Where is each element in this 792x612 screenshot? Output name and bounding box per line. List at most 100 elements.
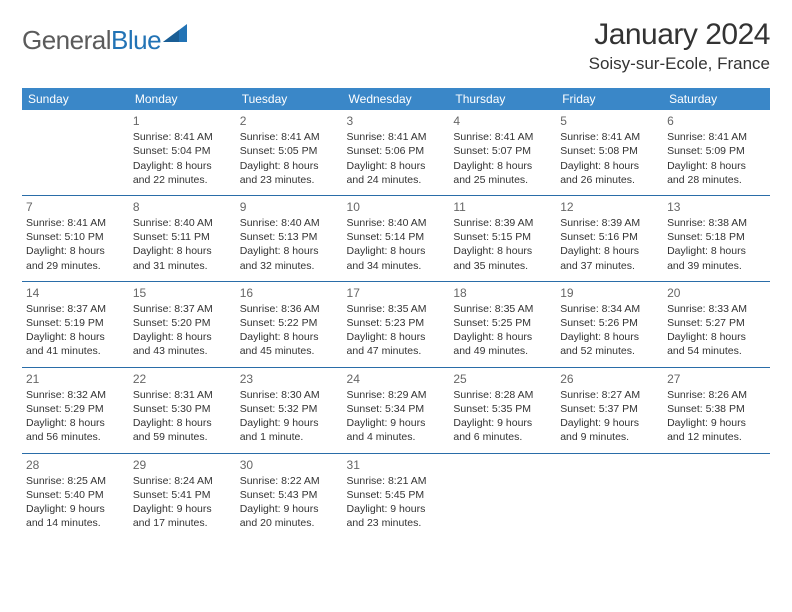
daylight-text: Daylight: 8 hours: [560, 244, 659, 258]
daylight-text: Daylight: 9 hours: [347, 416, 446, 430]
weekday-header: Thursday: [449, 88, 556, 110]
calendar-day-cell: 15Sunrise: 8:37 AMSunset: 5:20 PMDayligh…: [129, 281, 236, 367]
logo: GeneralBlue: [22, 24, 187, 57]
daylight-text: and 20 minutes.: [240, 516, 339, 530]
calendar-day-cell: 24Sunrise: 8:29 AMSunset: 5:34 PMDayligh…: [343, 367, 450, 453]
sunrise-text: Sunrise: 8:35 AM: [347, 302, 446, 316]
daylight-text: and 37 minutes.: [560, 259, 659, 273]
sunset-text: Sunset: 5:22 PM: [240, 316, 339, 330]
sunset-text: Sunset: 5:10 PM: [26, 230, 125, 244]
calendar-day-cell: 10Sunrise: 8:40 AMSunset: 5:14 PMDayligh…: [343, 195, 450, 281]
daylight-text: Daylight: 9 hours: [453, 416, 552, 430]
calendar-day-cell: 31Sunrise: 8:21 AMSunset: 5:45 PMDayligh…: [343, 453, 450, 538]
daylight-text: and 34 minutes.: [347, 259, 446, 273]
day-number: 29: [133, 457, 232, 473]
sunrise-text: Sunrise: 8:25 AM: [26, 474, 125, 488]
sunrise-text: Sunrise: 8:40 AM: [240, 216, 339, 230]
calendar-day-cell: 22Sunrise: 8:31 AMSunset: 5:30 PMDayligh…: [129, 367, 236, 453]
calendar-header-row: SundayMondayTuesdayWednesdayThursdayFrid…: [22, 88, 770, 110]
daylight-text: and 54 minutes.: [667, 344, 766, 358]
day-number: 12: [560, 199, 659, 215]
daylight-text: and 23 minutes.: [347, 516, 446, 530]
sunset-text: Sunset: 5:26 PM: [560, 316, 659, 330]
sunrise-text: Sunrise: 8:41 AM: [453, 130, 552, 144]
daylight-text: and 31 minutes.: [133, 259, 232, 273]
sunset-text: Sunset: 5:16 PM: [560, 230, 659, 244]
day-number: 5: [560, 113, 659, 129]
sunrise-text: Sunrise: 8:32 AM: [26, 388, 125, 402]
day-number: 25: [453, 371, 552, 387]
sunset-text: Sunset: 5:41 PM: [133, 488, 232, 502]
logo-text-blue: Blue: [111, 25, 161, 55]
daylight-text: Daylight: 8 hours: [453, 330, 552, 344]
calendar-week-row: 28Sunrise: 8:25 AMSunset: 5:40 PMDayligh…: [22, 453, 770, 538]
daylight-text: and 47 minutes.: [347, 344, 446, 358]
daylight-text: and 6 minutes.: [453, 430, 552, 444]
day-number: 15: [133, 285, 232, 301]
daylight-text: Daylight: 8 hours: [347, 159, 446, 173]
weekday-header: Tuesday: [236, 88, 343, 110]
daylight-text: Daylight: 8 hours: [453, 159, 552, 173]
day-number: 11: [453, 199, 552, 215]
calendar-week-row: 1Sunrise: 8:41 AMSunset: 5:04 PMDaylight…: [22, 110, 770, 195]
calendar-day-cell: 11Sunrise: 8:39 AMSunset: 5:15 PMDayligh…: [449, 195, 556, 281]
sunrise-text: Sunrise: 8:37 AM: [133, 302, 232, 316]
calendar-day-cell: 25Sunrise: 8:28 AMSunset: 5:35 PMDayligh…: [449, 367, 556, 453]
day-number: 2: [240, 113, 339, 129]
sunset-text: Sunset: 5:43 PM: [240, 488, 339, 502]
sunrise-text: Sunrise: 8:27 AM: [560, 388, 659, 402]
day-number: 17: [347, 285, 446, 301]
day-number: 19: [560, 285, 659, 301]
calendar-day-cell: 3Sunrise: 8:41 AMSunset: 5:06 PMDaylight…: [343, 110, 450, 195]
day-number: 23: [240, 371, 339, 387]
day-number: 22: [133, 371, 232, 387]
sunset-text: Sunset: 5:40 PM: [26, 488, 125, 502]
sunrise-text: Sunrise: 8:29 AM: [347, 388, 446, 402]
sunrise-text: Sunrise: 8:31 AM: [133, 388, 232, 402]
sunset-text: Sunset: 5:45 PM: [347, 488, 446, 502]
daylight-text: Daylight: 8 hours: [560, 159, 659, 173]
day-number: 9: [240, 199, 339, 215]
daylight-text: and 23 minutes.: [240, 173, 339, 187]
day-number: 14: [26, 285, 125, 301]
title-block: January 2024 Soisy-sur-Ecole, France: [589, 18, 770, 74]
calendar-day-cell: 5Sunrise: 8:41 AMSunset: 5:08 PMDaylight…: [556, 110, 663, 195]
sunrise-text: Sunrise: 8:41 AM: [240, 130, 339, 144]
logo-text: GeneralBlue: [22, 25, 161, 56]
sunset-text: Sunset: 5:25 PM: [453, 316, 552, 330]
sunrise-text: Sunrise: 8:30 AM: [240, 388, 339, 402]
calendar-day-cell: 21Sunrise: 8:32 AMSunset: 5:29 PMDayligh…: [22, 367, 129, 453]
sunrise-text: Sunrise: 8:36 AM: [240, 302, 339, 316]
daylight-text: and 14 minutes.: [26, 516, 125, 530]
day-number: 27: [667, 371, 766, 387]
sunrise-text: Sunrise: 8:41 AM: [560, 130, 659, 144]
daylight-text: and 29 minutes.: [26, 259, 125, 273]
daylight-text: Daylight: 8 hours: [667, 244, 766, 258]
daylight-text: and 9 minutes.: [560, 430, 659, 444]
sunrise-text: Sunrise: 8:40 AM: [347, 216, 446, 230]
sunset-text: Sunset: 5:07 PM: [453, 144, 552, 158]
sunset-text: Sunset: 5:38 PM: [667, 402, 766, 416]
daylight-text: and 24 minutes.: [347, 173, 446, 187]
day-number: 6: [667, 113, 766, 129]
daylight-text: Daylight: 9 hours: [347, 502, 446, 516]
sunset-text: Sunset: 5:13 PM: [240, 230, 339, 244]
calendar-week-row: 7Sunrise: 8:41 AMSunset: 5:10 PMDaylight…: [22, 195, 770, 281]
calendar-day-cell: 17Sunrise: 8:35 AMSunset: 5:23 PMDayligh…: [343, 281, 450, 367]
sunset-text: Sunset: 5:05 PM: [240, 144, 339, 158]
calendar-day-cell: 1Sunrise: 8:41 AMSunset: 5:04 PMDaylight…: [129, 110, 236, 195]
calendar-day-cell: 18Sunrise: 8:35 AMSunset: 5:25 PMDayligh…: [449, 281, 556, 367]
calendar-day-cell: 19Sunrise: 8:34 AMSunset: 5:26 PMDayligh…: [556, 281, 663, 367]
daylight-text: and 52 minutes.: [560, 344, 659, 358]
daylight-text: and 39 minutes.: [667, 259, 766, 273]
sunset-text: Sunset: 5:08 PM: [560, 144, 659, 158]
calendar-day-cell: 20Sunrise: 8:33 AMSunset: 5:27 PMDayligh…: [663, 281, 770, 367]
sunrise-text: Sunrise: 8:33 AM: [667, 302, 766, 316]
sunrise-text: Sunrise: 8:37 AM: [26, 302, 125, 316]
calendar-day-cell: 4Sunrise: 8:41 AMSunset: 5:07 PMDaylight…: [449, 110, 556, 195]
calendar-day-cell: 23Sunrise: 8:30 AMSunset: 5:32 PMDayligh…: [236, 367, 343, 453]
daylight-text: and 25 minutes.: [453, 173, 552, 187]
logo-triangle-icon: [163, 24, 187, 47]
sunset-text: Sunset: 5:18 PM: [667, 230, 766, 244]
daylight-text: Daylight: 8 hours: [560, 330, 659, 344]
